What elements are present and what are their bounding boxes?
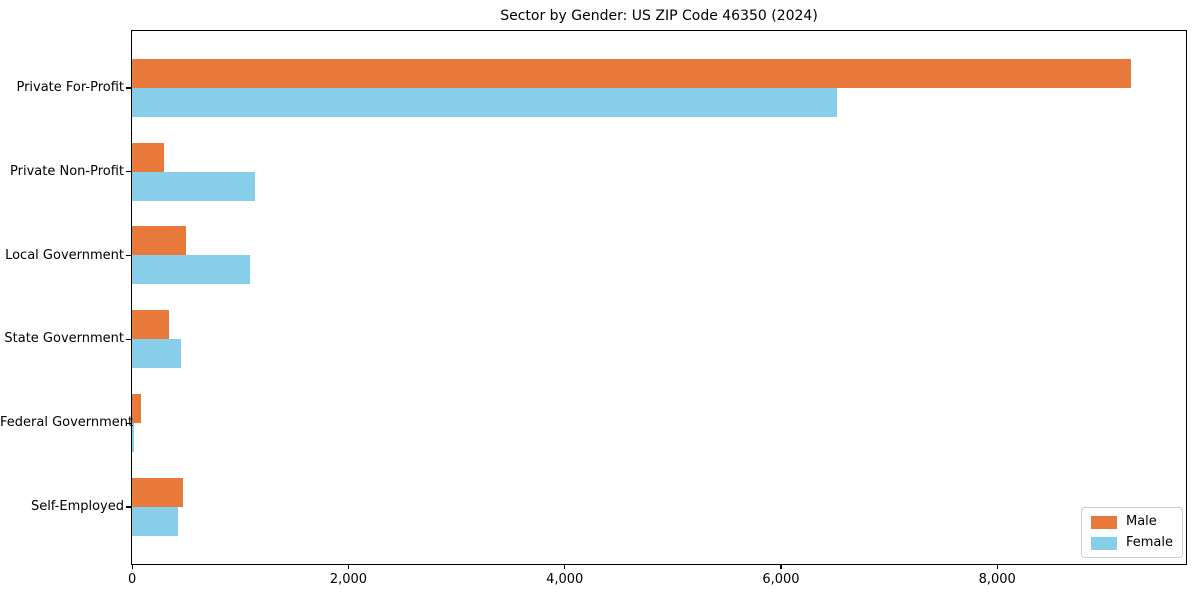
bar-male-local-government [132,226,187,256]
bar-female-private-for-profit [132,87,837,117]
female-swatch-icon [1090,536,1117,550]
ytick-mark [126,338,131,340]
ytick-label-self-employed: Self-Employed [30,499,124,514]
xtick-label-4000: 4,000 [546,572,584,587]
ytick-label-private-for-profit: Private For-Profit [16,80,124,95]
legend: Male Female [1080,507,1183,558]
ytick-mark [126,255,131,257]
xtick-mark [780,565,782,569]
bar-female-state-government [132,339,181,369]
legend-label-female: Female [1125,535,1173,550]
xtick-mark [347,565,350,569]
plot-area [131,30,1187,565]
xtick-mark [131,565,133,569]
bar-female-self-employed [132,506,179,536]
ytick-mark [126,87,131,89]
xtick-mark [564,565,566,569]
xtick-label-0: 0 [128,572,137,587]
xtick-label-6000: 6,000 [762,572,800,587]
bar-female-private-non-profit [132,171,256,201]
legend-entry-female: Female [1090,535,1173,550]
bar-female-federal-government [132,423,135,452]
bar-male-federal-government [132,394,141,423]
ytick-label-private-non-profit: Private Non-Profit [10,163,124,179]
bar-male-private-non-profit [132,142,165,172]
ytick-mark [126,506,131,508]
chart-title: Sector by Gender: US ZIP Code 46350 (202… [500,8,818,24]
xtick-label-2000: 2,000 [329,572,368,587]
bar-male-state-government [132,310,169,340]
xtick-label-8000: 8,000 [978,572,1016,587]
male-swatch-icon [1090,515,1117,529]
ytick-label-federal-government: Federal Government [0,415,134,431]
legend-label-male: Male [1125,514,1157,529]
bar-male-private-for-profit [132,58,1132,88]
ytick-label-local-government: Local Government [5,247,124,263]
bar-male-self-employed [132,477,183,507]
bar-female-local-government [132,255,250,285]
ytick-mark [126,171,131,173]
legend-entry-male: Male [1090,514,1173,529]
xtick-mark [996,565,998,569]
ytick-mark [126,422,131,424]
ytick-label-state-government: State Government [4,331,124,347]
